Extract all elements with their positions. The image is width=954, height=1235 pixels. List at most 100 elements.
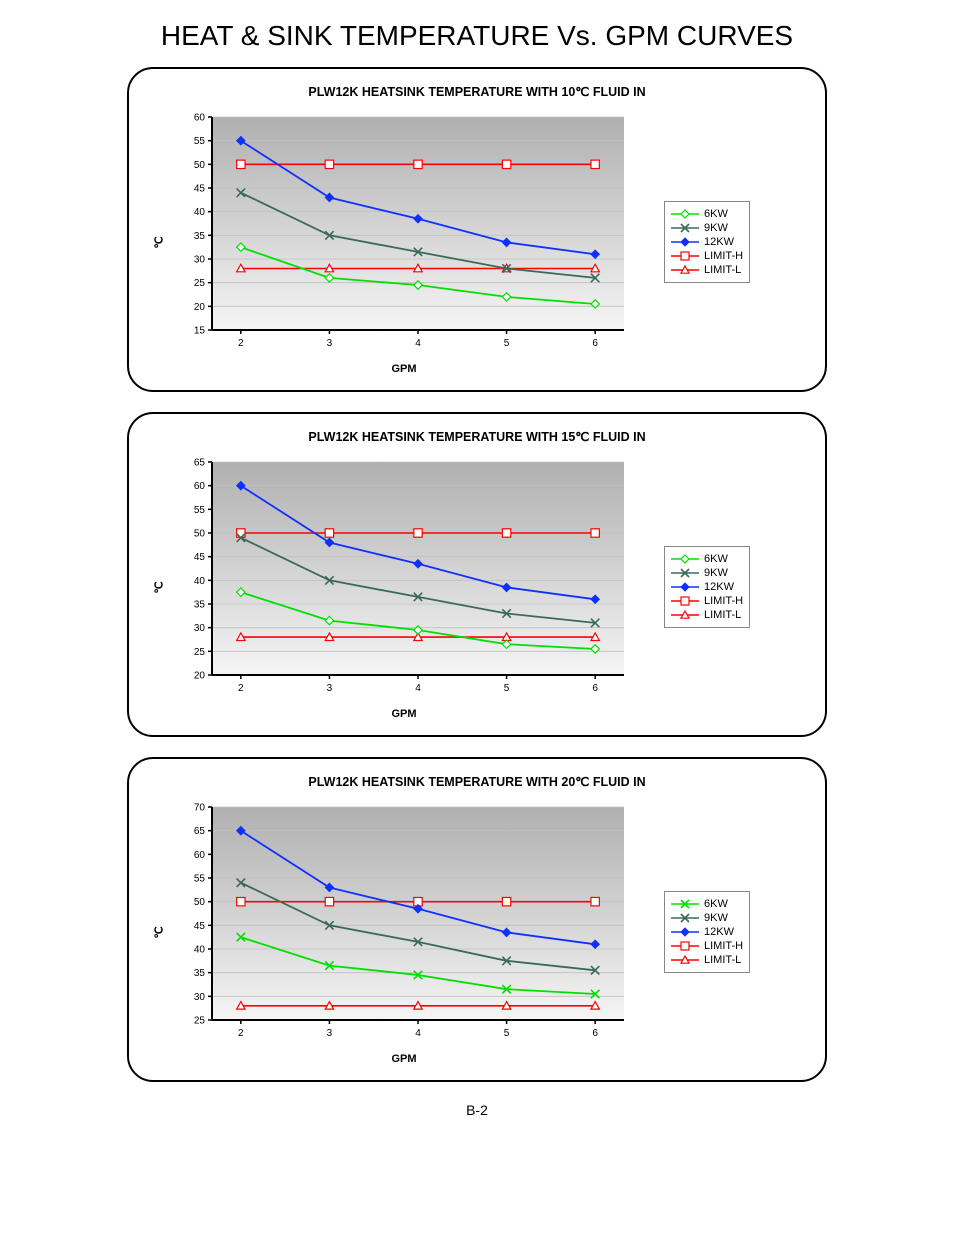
chart-title: PLW12K HEATSINK TEMPERATURE WITH 10℃ FLU… [144, 84, 810, 99]
svg-text:6: 6 [592, 338, 598, 349]
svg-text:2: 2 [238, 1028, 244, 1039]
x-axis-label: GPM [174, 708, 634, 720]
svg-text:40: 40 [194, 576, 206, 587]
plot-wrap: 1520253035404550556023456 GPM [174, 109, 634, 375]
svg-text:25: 25 [194, 647, 206, 658]
svg-text:35: 35 [194, 231, 206, 242]
chart-card: PLW12K HEATSINK TEMPERATURE WITH 20℃ FLU… [127, 757, 827, 1082]
legend-label: 12KW [704, 581, 734, 593]
legend-item-12kw: 12KW [671, 236, 743, 248]
svg-text:3: 3 [327, 1028, 333, 1039]
legend-item-12kw: 12KW [671, 581, 743, 593]
legend-label: 12KW [704, 236, 734, 248]
legend-label: LIMIT-H [704, 940, 743, 952]
chart-legend: 6KW 9KW 12KW LIMIT-H LIMIT-L [664, 546, 750, 628]
svg-text:20: 20 [194, 671, 206, 682]
chart-plot: 2530354045505560657023456 [174, 799, 634, 1044]
y-axis-label-wrap: ℃ [144, 454, 174, 720]
chart-title: PLW12K HEATSINK TEMPERATURE WITH 20℃ FLU… [144, 774, 810, 789]
svg-text:35: 35 [194, 968, 206, 979]
svg-text:50: 50 [194, 897, 206, 908]
svg-text:15: 15 [194, 326, 206, 337]
page-number: B-2 [0, 1102, 954, 1118]
legend-swatch-icon [671, 912, 699, 924]
legend-swatch-icon [671, 581, 699, 593]
chart-card: PLW12K HEATSINK TEMPERATURE WITH 10℃ FLU… [127, 67, 827, 392]
svg-text:55: 55 [194, 505, 206, 516]
svg-text:30: 30 [194, 992, 206, 1003]
svg-text:3: 3 [327, 683, 333, 694]
svg-text:4: 4 [415, 1028, 421, 1039]
legend-swatch-icon [671, 609, 699, 621]
chart-plot: 2025303540455055606523456 [174, 454, 634, 699]
legend-item-9kw: 9KW [671, 567, 743, 579]
svg-text:40: 40 [194, 207, 206, 218]
svg-text:6: 6 [592, 683, 598, 694]
svg-text:2: 2 [238, 338, 244, 349]
svg-text:25: 25 [194, 278, 206, 289]
svg-text:2: 2 [238, 683, 244, 694]
svg-text:60: 60 [194, 850, 206, 861]
svg-text:4: 4 [415, 338, 421, 349]
legend-item-limit-l: LIMIT-L [671, 609, 743, 621]
svg-text:60: 60 [194, 481, 206, 492]
legend-label: LIMIT-L [704, 954, 741, 966]
legend-item-12kw: 12KW [671, 926, 743, 938]
svg-text:40: 40 [194, 945, 206, 956]
svg-text:60: 60 [194, 113, 206, 124]
legend-label: 12KW [704, 926, 734, 938]
legend-item-6kw: 6KW [671, 898, 743, 910]
svg-text:5: 5 [504, 338, 510, 349]
chart-title: PLW12K HEATSINK TEMPERATURE WITH 15℃ FLU… [144, 429, 810, 444]
legend-label: 9KW [704, 567, 728, 579]
legend-swatch-icon [671, 954, 699, 966]
legend-swatch-icon [671, 595, 699, 607]
legend-label: LIMIT-L [704, 609, 741, 621]
y-axis-label-wrap: ℃ [144, 109, 174, 375]
chart-body: ℃ 1520253035404550556023456 GPM 6KW 9KW … [144, 109, 810, 375]
svg-text:65: 65 [194, 826, 206, 837]
legend-swatch-icon [671, 898, 699, 910]
legend-item-limit-l: LIMIT-L [671, 264, 743, 276]
svg-text:45: 45 [194, 184, 206, 195]
page: HEAT & SINK TEMPERATURE Vs. GPM CURVES P… [0, 0, 954, 1118]
svg-text:20: 20 [194, 302, 206, 313]
svg-text:70: 70 [194, 803, 206, 814]
legend-swatch-icon [671, 250, 699, 262]
svg-text:5: 5 [504, 683, 510, 694]
legend-label: 6KW [704, 553, 728, 565]
svg-text:35: 35 [194, 600, 206, 611]
svg-text:30: 30 [194, 623, 206, 634]
svg-text:25: 25 [194, 1016, 206, 1027]
legend-swatch-icon [671, 940, 699, 952]
legend-item-6kw: 6KW [671, 208, 743, 220]
x-axis-label: GPM [174, 363, 634, 375]
chart-body: ℃ 2025303540455055606523456 GPM 6KW 9KW … [144, 454, 810, 720]
chart-legend: 6KW 9KW 12KW LIMIT-H LIMIT-L [664, 201, 750, 283]
legend-item-limit-h: LIMIT-H [671, 250, 743, 262]
legend-label: LIMIT-H [704, 595, 743, 607]
page-title: HEAT & SINK TEMPERATURE Vs. GPM CURVES [0, 20, 954, 52]
svg-text:45: 45 [194, 921, 206, 932]
y-axis-label: ℃ [152, 236, 165, 248]
legend-swatch-icon [671, 208, 699, 220]
svg-text:50: 50 [194, 529, 206, 540]
x-axis-label: GPM [174, 1053, 634, 1065]
svg-text:6: 6 [592, 1028, 598, 1039]
svg-text:55: 55 [194, 874, 206, 885]
legend-swatch-icon [671, 264, 699, 276]
chart-body: ℃ 2530354045505560657023456 GPM 6KW 9KW … [144, 799, 810, 1065]
legend-item-6kw: 6KW [671, 553, 743, 565]
legend-item-limit-h: LIMIT-H [671, 940, 743, 952]
svg-text:65: 65 [194, 458, 206, 469]
svg-text:3: 3 [327, 338, 333, 349]
legend-label: 9KW [704, 222, 728, 234]
legend-item-9kw: 9KW [671, 222, 743, 234]
y-axis-label-wrap: ℃ [144, 799, 174, 1065]
chart-legend: 6KW 9KW 12KW LIMIT-H LIMIT-L [664, 891, 750, 973]
legend-label: 9KW [704, 912, 728, 924]
legend-swatch-icon [671, 553, 699, 565]
charts-container: PLW12K HEATSINK TEMPERATURE WITH 10℃ FLU… [0, 67, 954, 1082]
svg-text:55: 55 [194, 136, 206, 147]
legend-label: 6KW [704, 898, 728, 910]
